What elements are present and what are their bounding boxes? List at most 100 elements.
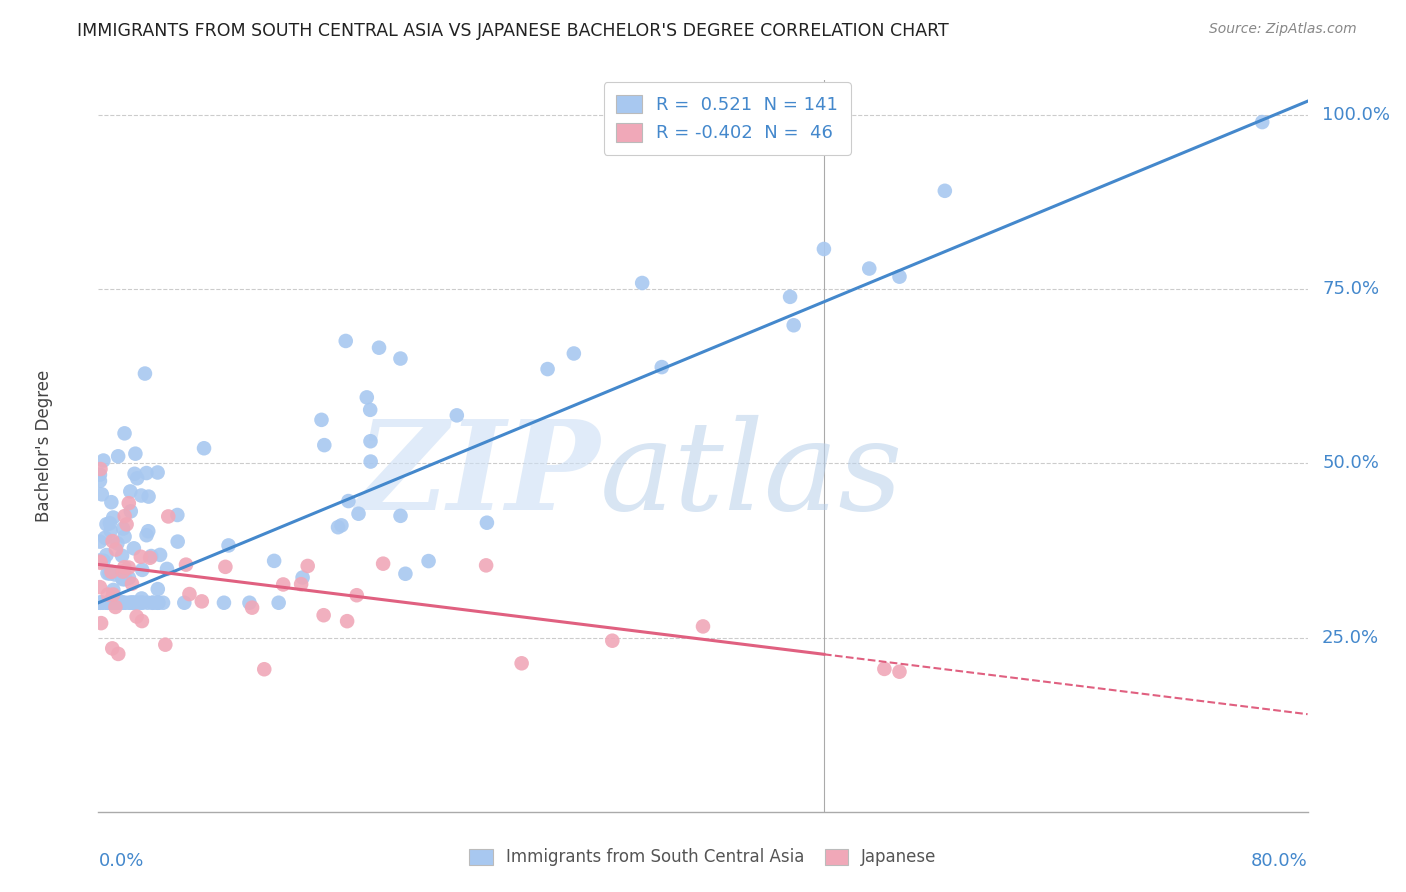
- Point: [90, 596, 112, 610]
- Point: [100, 495, 122, 509]
- Point: [101, 641, 124, 656]
- Point: [103, 510, 125, 524]
- Point: [291, 570, 314, 584]
- Point: [813, 242, 835, 256]
- Point: [156, 562, 179, 576]
- Point: [475, 558, 498, 573]
- Point: [394, 566, 416, 581]
- Point: [337, 494, 360, 508]
- Point: [96, 548, 118, 562]
- Point: [389, 351, 412, 366]
- Point: [135, 466, 157, 480]
- Point: [783, 318, 806, 333]
- Point: [107, 647, 129, 661]
- Point: [335, 334, 357, 348]
- Point: [108, 596, 131, 610]
- Point: [174, 558, 197, 572]
- Point: [934, 184, 956, 198]
- Point: [121, 596, 143, 610]
- Point: [336, 614, 359, 628]
- Point: [103, 596, 125, 610]
- Text: IMMIGRANTS FROM SOUTH CENTRAL ASIA VS JAPANESE BACHELOR'S DEGREE CORRELATION CHA: IMMIGRANTS FROM SOUTH CENTRAL ASIA VS JA…: [77, 22, 949, 40]
- Point: [112, 522, 135, 536]
- Point: [389, 508, 412, 523]
- Point: [214, 559, 236, 574]
- Point: [1251, 115, 1274, 129]
- Point: [111, 572, 134, 586]
- Point: [96, 596, 118, 610]
- Point: [129, 596, 152, 610]
- Point: [89, 534, 111, 549]
- Point: [114, 596, 136, 610]
- Point: [120, 484, 142, 499]
- Point: [238, 596, 260, 610]
- Point: [96, 596, 118, 610]
- Point: [103, 596, 125, 610]
- Point: [562, 346, 585, 360]
- Text: 75.0%: 75.0%: [1322, 280, 1379, 298]
- Point: [89, 553, 111, 567]
- Point: [218, 538, 240, 552]
- Point: [873, 662, 896, 676]
- Point: [120, 596, 142, 610]
- Point: [889, 665, 911, 679]
- Point: [100, 596, 122, 610]
- Point: [111, 565, 134, 579]
- Point: [98, 566, 121, 581]
- Point: [127, 471, 149, 485]
- Point: [107, 450, 129, 464]
- Point: [122, 596, 145, 610]
- Point: [166, 534, 188, 549]
- Point: [889, 269, 911, 284]
- Point: [100, 565, 122, 579]
- Point: [475, 516, 498, 530]
- Point: [93, 453, 115, 467]
- Point: [89, 462, 111, 476]
- Point: [360, 434, 382, 449]
- Text: 25.0%: 25.0%: [1322, 629, 1379, 647]
- Point: [118, 596, 141, 610]
- Point: [290, 577, 312, 591]
- Point: [105, 596, 128, 610]
- Point: [330, 518, 353, 533]
- Point: [297, 558, 319, 573]
- Point: [127, 596, 149, 610]
- Point: [103, 582, 125, 597]
- Point: [111, 571, 134, 585]
- Point: [446, 409, 468, 423]
- Point: [94, 531, 117, 545]
- Point: [136, 524, 159, 539]
- Point: [359, 402, 381, 417]
- Point: [193, 442, 215, 456]
- Point: [121, 576, 143, 591]
- Point: [152, 596, 174, 610]
- Point: [631, 276, 654, 290]
- Point: [347, 507, 370, 521]
- Point: [651, 360, 673, 375]
- Point: [146, 582, 169, 596]
- Point: [91, 596, 114, 610]
- Point: [97, 596, 120, 610]
- Point: [104, 596, 127, 610]
- Point: [155, 638, 177, 652]
- Text: Bachelor's Degree: Bachelor's Degree: [35, 370, 53, 522]
- Point: [858, 261, 880, 276]
- Point: [97, 596, 120, 610]
- Point: [368, 341, 391, 355]
- Point: [114, 509, 136, 524]
- Point: [89, 580, 111, 594]
- Point: [692, 619, 714, 633]
- Point: [100, 524, 122, 538]
- Point: [131, 596, 153, 610]
- Point: [146, 596, 169, 610]
- Point: [101, 588, 124, 602]
- Point: [124, 467, 146, 481]
- Point: [124, 447, 146, 461]
- Text: ZIP: ZIP: [357, 415, 600, 536]
- Point: [146, 466, 169, 480]
- Point: [135, 528, 157, 542]
- Point: [90, 556, 112, 570]
- Point: [104, 599, 127, 614]
- Point: [131, 614, 153, 628]
- Point: [100, 596, 122, 610]
